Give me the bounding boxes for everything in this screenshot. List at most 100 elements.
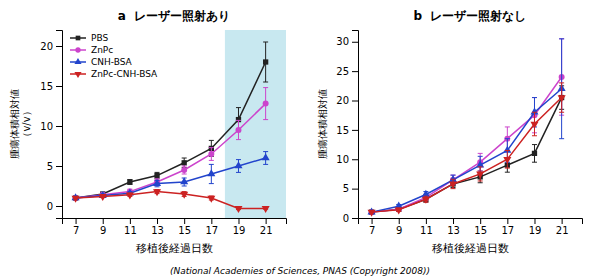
tick-mark: [534, 218, 535, 224]
tick-mark: [399, 218, 400, 224]
series-line: [76, 192, 266, 209]
x-tick: 17: [501, 218, 514, 236]
point: [207, 196, 215, 203]
tick-label: 25: [336, 66, 349, 77]
y-tick: 0: [47, 201, 62, 212]
point: [127, 179, 132, 184]
tick-label: 11: [420, 225, 433, 236]
x-tick: 13: [151, 218, 164, 236]
tick-label: 10: [336, 154, 349, 165]
point: [234, 161, 242, 168]
tick-label: 11: [124, 225, 137, 236]
x-tick: 11: [420, 218, 433, 236]
tick-label: 13: [447, 225, 460, 236]
tick-mark: [266, 218, 267, 224]
panel: 7911131517192105101520a レーザー照射あり移植後経過日数腫…: [9, 9, 287, 255]
tick-mark: [56, 166, 62, 167]
y-axis: 0 5 10 15 20 25 30: [336, 31, 358, 224]
x-axis-label: 移植後経過日数: [136, 242, 213, 255]
tick-label: 9: [396, 225, 402, 236]
plot-area: [72, 30, 286, 218]
error-bar: [532, 145, 537, 163]
y-tick: 15: [336, 125, 358, 136]
x-tick: 15: [474, 218, 487, 236]
point: [180, 192, 188, 199]
error-bar: [155, 172, 160, 178]
y-tick: 5: [343, 183, 358, 194]
point: [235, 127, 241, 133]
error-bar: [182, 166, 187, 174]
point: [154, 173, 159, 178]
figure: 7911131517192105101520a レーザー照射あり移植後経過日数腫…: [0, 0, 600, 280]
point: [182, 160, 187, 165]
y-tick: 25: [336, 66, 358, 77]
legend-label: ZnPc: [91, 45, 113, 55]
point: [181, 167, 187, 173]
axis-line: [359, 219, 583, 225]
x-tick: 11: [124, 218, 137, 236]
tick-label: 13: [151, 225, 164, 236]
tick-mark: [480, 218, 481, 224]
axis-line: [63, 219, 287, 225]
y-tick: 30: [336, 36, 358, 47]
series: [72, 189, 270, 213]
x-tick: 9: [396, 218, 402, 236]
point: [530, 122, 538, 129]
y-axis-label: 腫瘍体積相対値: [317, 89, 328, 159]
legend: PBSZnPcCNH-BSAZnPc-CNH-BSA: [70, 33, 158, 79]
tick-label: 9: [100, 225, 106, 236]
tick-mark: [157, 218, 158, 224]
y-tick: 5: [47, 161, 62, 172]
tick-mark: [507, 218, 508, 224]
legend-marker: [74, 58, 81, 64]
tick-label: 5: [343, 183, 349, 194]
tick-mark: [56, 46, 62, 47]
legend-label: ZnPc-CNH-BSA: [91, 69, 158, 79]
point: [153, 179, 161, 186]
error-bar: [236, 120, 241, 139]
series: [368, 83, 566, 217]
tick-mark: [562, 218, 563, 224]
axis-line: [56, 31, 63, 219]
title: b レーザー照射なし: [414, 9, 527, 23]
point: [207, 169, 215, 176]
tick-mark: [56, 86, 62, 87]
tick-label: 21: [556, 225, 569, 236]
series-line: [372, 77, 562, 212]
tick-label: 20: [336, 95, 349, 106]
y-axis: 05101520: [40, 31, 62, 219]
point: [153, 189, 161, 196]
tick-label: 15: [178, 225, 191, 236]
x-tick: 9: [100, 218, 106, 236]
series: [73, 88, 269, 201]
error-bar: [209, 148, 214, 161]
tick-label: 20: [40, 41, 53, 52]
y-tick: 10: [336, 154, 358, 165]
tick-label: 15: [336, 125, 349, 136]
tick-label: 17: [501, 225, 514, 236]
x-tick: 7: [73, 218, 79, 236]
x-tick: 7: [369, 218, 375, 236]
tick-mark: [76, 218, 77, 224]
tick-mark: [352, 218, 358, 219]
tick-label: 5: [47, 161, 53, 172]
legend-marker: [74, 72, 81, 78]
point: [99, 194, 107, 201]
tick-mark: [352, 189, 358, 190]
tick-label: 19: [529, 225, 542, 236]
series-line: [372, 89, 562, 212]
point: [180, 177, 188, 184]
tick-mark: [352, 130, 358, 131]
point: [422, 197, 430, 204]
error-bar: [127, 180, 132, 185]
x-tick: 15: [178, 218, 191, 236]
x-axis: 7 9 11 13 15 17 19 21: [359, 218, 583, 236]
point: [503, 157, 511, 164]
series: [368, 39, 566, 215]
point: [476, 172, 484, 179]
point: [126, 192, 134, 199]
x-tick: 19: [233, 218, 246, 236]
x-tick: 21: [260, 218, 273, 236]
y-tick: 0: [343, 213, 358, 224]
tick-label: 19: [233, 225, 246, 236]
